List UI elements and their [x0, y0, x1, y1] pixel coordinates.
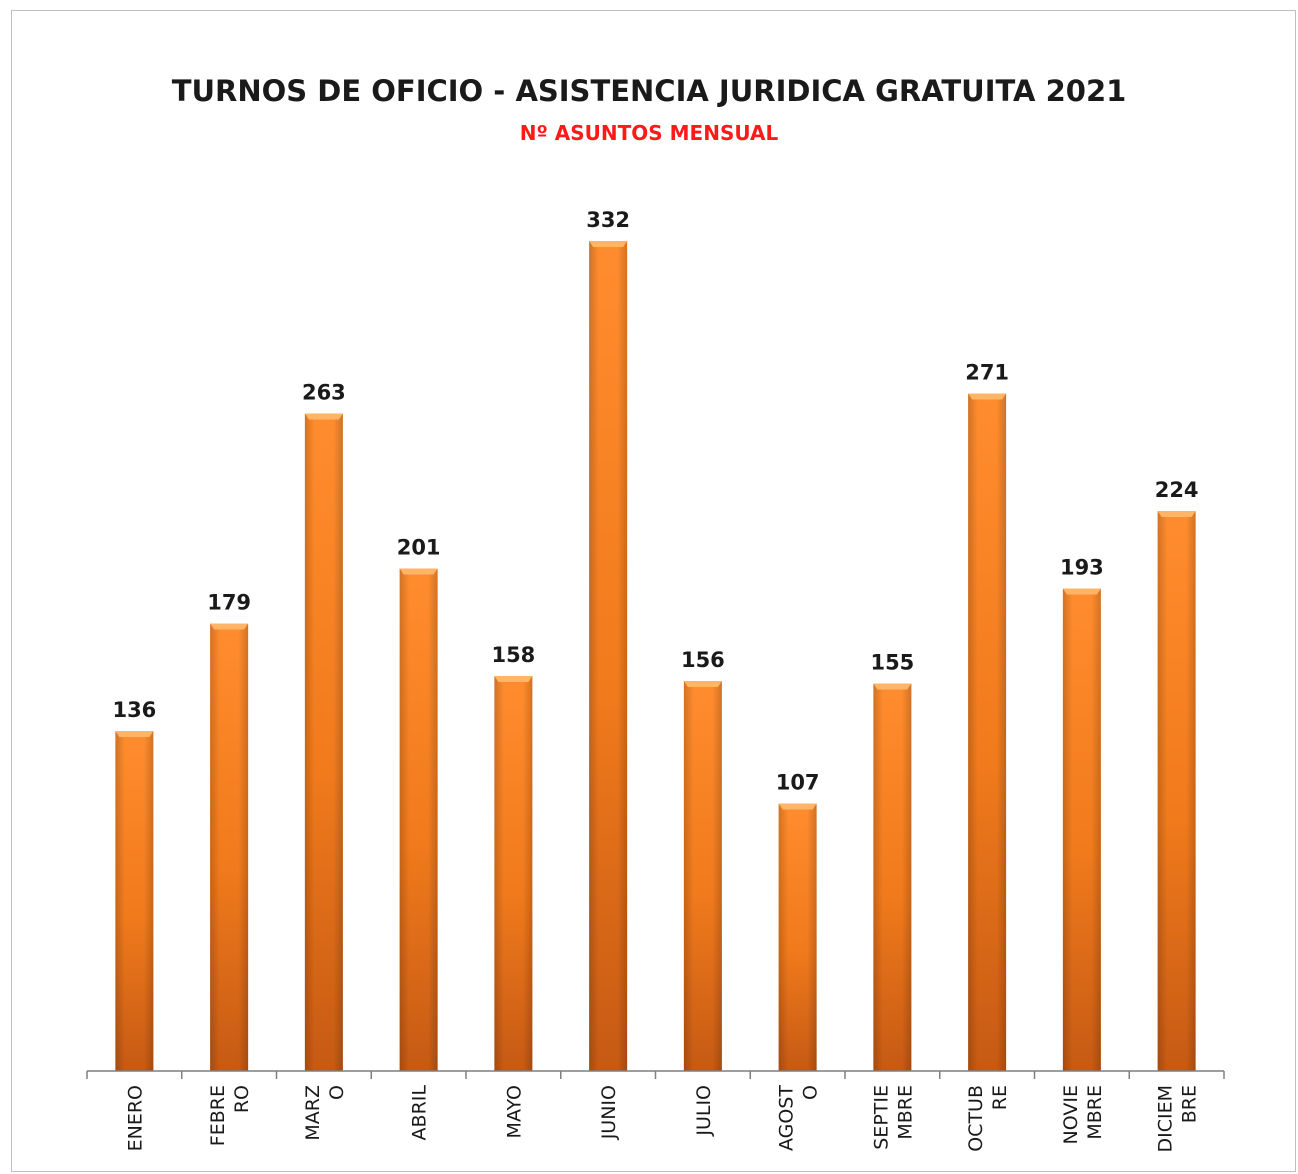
bar-diciembre [1157, 511, 1196, 1071]
bar-top-bevel [1062, 588, 1101, 595]
bar-top-bevel [115, 731, 154, 737]
bars-layer [115, 241, 1196, 1071]
bar-shading [399, 568, 438, 1071]
value-label: 155 [870, 651, 914, 675]
bar-shading [683, 681, 722, 1071]
bar-shading [115, 731, 154, 1071]
category-label: DICIEM BRE [1155, 1085, 1201, 1153]
bar-shading [1157, 511, 1196, 1071]
value-label: 271 [965, 361, 1009, 385]
category-label: JUNIO [598, 1085, 620, 1140]
bar-shading [968, 393, 1007, 1071]
bar-top-bevel [683, 681, 722, 687]
bar-top-bevel [304, 413, 343, 420]
bar-shading [778, 803, 817, 1071]
bar-julio [683, 681, 722, 1071]
category-label: OCTUB RE [965, 1085, 1011, 1152]
bar-agosto [778, 803, 817, 1071]
bar-top-bevel [778, 803, 817, 810]
category-labels-layer: ENERO FEBRE RO MARZ O ABRIL MAYO JUNIO JULIO AGOS… [124, 1085, 1200, 1153]
category-label: SEPTIE MBRE [870, 1085, 916, 1150]
bar-top-bevel [589, 241, 628, 247]
bar-shading [210, 623, 249, 1071]
category-label: AGOST O [776, 1085, 822, 1151]
bar-top-bevel [399, 568, 438, 575]
value-label: 201 [397, 536, 441, 560]
bar-shading [873, 683, 912, 1071]
value-label: 193 [1060, 556, 1104, 580]
value-label: 263 [302, 381, 346, 405]
category-label: ABRIL [409, 1085, 431, 1141]
category-label: MAYO [503, 1085, 525, 1138]
category-label: MARZ O [302, 1085, 348, 1141]
category-label: ENERO [124, 1085, 146, 1151]
chart-subtitle: Nº ASUNTOS MENSUAL [519, 121, 779, 145]
bar-septiembre [873, 683, 912, 1071]
bar-enero [115, 731, 154, 1071]
bar-top-bevel [494, 676, 533, 682]
value-labels-layer: 136 179 263 201 158 332 156 107 155 271 193 224 [112, 208, 1198, 795]
category-label: JULIO [693, 1085, 715, 1137]
value-label: 158 [491, 643, 535, 667]
value-label: 156 [681, 648, 725, 672]
value-label: 107 [776, 771, 820, 795]
bar-shading [1062, 588, 1101, 1071]
bar-noviembre [1062, 588, 1101, 1071]
category-label: NOVIE MBRE [1060, 1085, 1106, 1144]
bar-febrero [210, 623, 249, 1071]
category-label: FEBRE RO [207, 1085, 253, 1146]
bar-top-bevel [968, 393, 1007, 400]
bar-top-bevel [1157, 511, 1196, 517]
bar-shading [589, 241, 628, 1071]
bar-octubre [968, 393, 1007, 1071]
bar-top-bevel [873, 683, 912, 690]
bar-abril [399, 568, 438, 1071]
value-label: 136 [112, 698, 156, 722]
x-axis [86, 1070, 1225, 1079]
chart-title: TURNOS DE OFICIO - ASISTENCIA JURIDICA G… [171, 74, 1127, 108]
bar-mayo [494, 676, 533, 1071]
value-label: 179 [207, 591, 251, 615]
bar-junio [589, 241, 628, 1071]
bar-marzo [304, 413, 343, 1071]
bar-shading [494, 676, 533, 1071]
bar-shading [304, 413, 343, 1071]
value-label: 224 [1155, 478, 1199, 502]
bar-top-bevel [210, 623, 249, 630]
value-label: 332 [586, 208, 630, 232]
